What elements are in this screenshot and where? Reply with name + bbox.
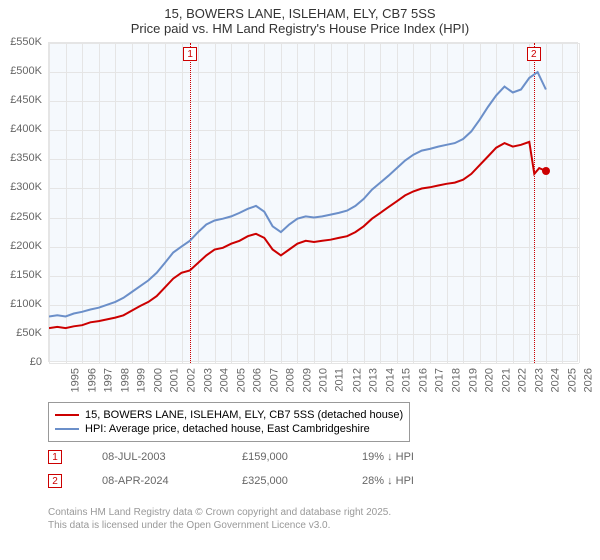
sale-row: 2 08-APR-2024 £325,000 28% ↓ HPI [48,474,414,488]
x-axis-label: 2004 [219,368,231,392]
y-axis-label: £100K [0,298,42,310]
y-axis-label: £250K [0,211,42,223]
y-axis-label: £300K [0,181,42,193]
legend-swatch [55,428,79,430]
x-axis-label: 2021 [500,368,512,392]
sale-date: 08-APR-2024 [102,475,202,487]
legend-label: HPI: Average price, detached house, East… [85,423,370,435]
series-line-price_paid [49,142,546,328]
sale-marker: 2 [48,474,62,488]
chart-titles: 15, BOWERS LANE, ISLEHAM, ELY, CB7 5SS P… [0,0,600,38]
legend-swatch [55,414,79,416]
footer-note: Contains HM Land Registry data © Crown c… [48,506,391,532]
x-axis-label: 2015 [401,368,413,392]
grid-vertical [579,43,580,363]
title-subtitle: Price paid vs. HM Land Registry's House … [0,21,600,36]
chart-lines [49,43,579,363]
x-axis-label: 2003 [202,368,214,392]
x-axis-label: 1997 [103,368,115,392]
chart-container: 15, BOWERS LANE, ISLEHAM, ELY, CB7 5SS P… [0,0,600,560]
x-axis-label: 2026 [583,368,595,392]
x-axis-label: 2012 [351,368,363,392]
footer-line2: This data is licensed under the Open Gov… [48,519,391,532]
x-axis-label: 2024 [550,368,562,392]
footer-line1: Contains HM Land Registry data © Crown c… [48,506,391,519]
title-address: 15, BOWERS LANE, ISLEHAM, ELY, CB7 5SS [0,6,600,21]
sale-pct: 28% ↓ HPI [362,475,414,487]
x-axis-label: 2001 [169,368,181,392]
y-axis-label: £450K [0,94,42,106]
y-axis-label: £350K [0,152,42,164]
legend-item: 15, BOWERS LANE, ISLEHAM, ELY, CB7 5SS (… [55,409,403,421]
x-axis-label: 2019 [467,368,479,392]
y-axis-label: £400K [0,123,42,135]
sale-row: 1 08-JUL-2003 £159,000 19% ↓ HPI [48,450,414,464]
x-axis-label: 2025 [566,368,578,392]
legend-label: 15, BOWERS LANE, ISLEHAM, ELY, CB7 5SS (… [85,409,403,421]
x-axis-label: 2016 [417,368,429,392]
x-axis-label: 2011 [334,368,346,392]
x-axis-label: 2017 [434,368,446,392]
x-axis-label: 2007 [268,368,280,392]
x-axis-label: 1996 [86,368,98,392]
y-axis-label: £150K [0,269,42,281]
y-axis-label: £550K [0,36,42,48]
x-axis-label: 2023 [533,368,545,392]
sale-price: £159,000 [242,451,322,463]
x-axis-label: 2014 [384,368,396,392]
x-axis-label: 1995 [69,368,81,392]
y-axis-label: £0 [0,356,42,368]
x-axis-label: 2020 [484,368,496,392]
legend-item: HPI: Average price, detached house, East… [55,423,403,435]
x-axis-label: 2002 [185,368,197,392]
grid-horizontal [49,363,579,364]
y-axis-label: £200K [0,240,42,252]
x-axis-label: 1999 [136,368,148,392]
x-axis-label: 2006 [252,368,264,392]
legend-box: 15, BOWERS LANE, ISLEHAM, ELY, CB7 5SS (… [48,402,410,442]
x-axis-label: 2018 [450,368,462,392]
sale-date: 08-JUL-2003 [102,451,202,463]
x-axis-label: 2000 [152,368,164,392]
sale-marker: 1 [48,450,62,464]
x-axis-label: 2022 [517,368,529,392]
x-axis-label: 1998 [119,368,131,392]
y-axis-label: £50K [0,327,42,339]
x-axis-label: 2010 [318,368,330,392]
plot-area: 12 [48,42,578,362]
y-axis-label: £500K [0,65,42,77]
sale-pct: 19% ↓ HPI [362,451,414,463]
x-axis-label: 2009 [301,368,313,392]
x-axis-label: 2013 [368,368,380,392]
x-axis-label: 2005 [235,368,247,392]
sale-price: £325,000 [242,475,322,487]
series-line-hpi [49,72,546,316]
x-axis-label: 2008 [285,368,297,392]
